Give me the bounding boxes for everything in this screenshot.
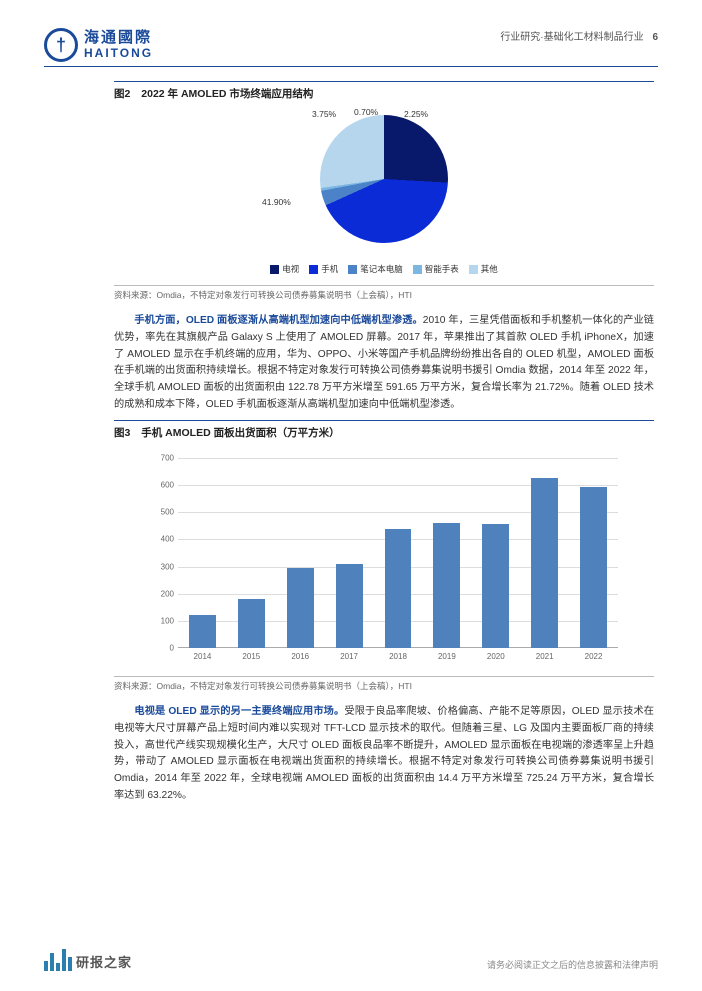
page-footer: 研报之家 请务必阅读正文之后的信息披露和法律声明 xyxy=(0,949,702,971)
bar xyxy=(433,523,460,648)
legend-item: 手机 xyxy=(309,263,338,275)
paragraph-1: 手机方面，OLED 面板逐渐从高端机型加速向中低端机型渗透。2010 年，三星凭… xyxy=(114,313,654,414)
y-tick-label: 100 xyxy=(161,616,174,625)
legend-swatch xyxy=(469,265,478,274)
page-number: 6 xyxy=(652,32,658,43)
y-tick-label: 300 xyxy=(161,562,174,571)
footer-disclaimer: 请务必阅读正文之后的信息披露和法律声明 xyxy=(487,958,658,971)
paragraph-1-lead: 手机方面，OLED 面板逐渐从高端机型加速向中低端机型渗透。 xyxy=(134,315,422,326)
paragraph-2-body: 受限于良品率爬坡、价格偏高、产能不足等原因，OLED 显示技术在电视等大尺寸屏幕… xyxy=(114,706,654,801)
bar xyxy=(385,529,412,648)
x-tick-label: 2014 xyxy=(194,652,212,661)
page-header: † 海通國際 HAITONG 行业研究·基础化工材料制品行业 6 xyxy=(44,28,658,67)
paragraph-2: 电视是 OLED 显示的另一主要终端应用市场。受限于良品率爬坡、价格偏高、产能不… xyxy=(114,704,654,805)
bar xyxy=(482,524,509,648)
legend-swatch xyxy=(413,265,422,274)
logo-mark-icon: † xyxy=(44,28,78,62)
x-tick-label: 2018 xyxy=(389,652,407,661)
figure3-source: 资料来源：Omdia，不特定对象发行可转换公司债券募集说明书（上会稿），HTI xyxy=(114,676,654,692)
legend-item: 笔记本电脑 xyxy=(348,263,403,275)
x-tick-label: 2016 xyxy=(291,652,309,661)
figure2-label: 图2 xyxy=(114,88,130,100)
x-tick-label: 2021 xyxy=(536,652,554,661)
x-tick-label: 2017 xyxy=(340,652,358,661)
figure3-bar-chart: 0 100 200 300 400 500 600 700 2014 2015 2016 2017 2… xyxy=(144,450,624,670)
pie-callout-label: 2.25% xyxy=(404,109,428,119)
x-tick-label: 2022 xyxy=(585,652,603,661)
header-breadcrumb: 行业研究·基础化工材料制品行业 6 xyxy=(500,28,658,43)
figure2-title-bar: 图2 2022 年 AMOLED 市场终端应用结构 xyxy=(114,81,654,101)
footer-logo-text: 研报之家 xyxy=(76,952,132,971)
pie-callout-label: 3.75% xyxy=(312,109,336,119)
pie-callout-label: 0.70% xyxy=(354,107,378,117)
y-tick-label: 0 xyxy=(170,643,174,652)
paragraph-2-lead: 电视是 OLED 显示的另一主要终端应用市场。 xyxy=(134,706,344,717)
x-tick-label: 2019 xyxy=(438,652,456,661)
y-tick-label: 500 xyxy=(161,508,174,517)
legend-label: 手机 xyxy=(321,263,338,275)
figure3-title-bar: 图3 手机 AMOLED 面板出货面积（万平方米） xyxy=(114,420,654,440)
legend-item: 智能手表 xyxy=(413,263,459,275)
breadcrumb-text: 行业研究·基础化工材料制品行业 xyxy=(500,32,643,43)
footer-logo: 研报之家 xyxy=(44,949,132,971)
legend-swatch xyxy=(270,265,279,274)
figure3-label: 图3 xyxy=(114,427,130,439)
legend-swatch xyxy=(348,265,357,274)
legend-swatch xyxy=(309,265,318,274)
pie-callout-label: 41.90% xyxy=(262,197,291,207)
x-tick-label: 2015 xyxy=(242,652,260,661)
footer-logo-icon xyxy=(44,949,72,971)
figure3-title: 手机 AMOLED 面板出货面积（万平方米） xyxy=(141,427,339,439)
figure2-title: 2022 年 AMOLED 市场终端应用结构 xyxy=(141,88,313,100)
y-tick-label: 200 xyxy=(161,589,174,598)
bar xyxy=(336,564,363,648)
legend-label: 电视 xyxy=(282,263,299,275)
legend-label: 其他 xyxy=(481,263,498,275)
figure2-legend: 电视 手机 笔记本电脑 智能手表 其他 xyxy=(270,263,498,275)
bar xyxy=(287,568,314,648)
legend-item: 电视 xyxy=(270,263,299,275)
logo-text-cn: 海通國際 xyxy=(84,30,153,47)
legend-item: 其他 xyxy=(469,263,498,275)
brand-logo: † 海通國際 HAITONG xyxy=(44,28,153,62)
logo-text-en: HAITONG xyxy=(84,47,153,60)
legend-label: 笔记本电脑 xyxy=(360,263,403,275)
paragraph-1-body: 2010 年，三星凭借面板和手机整机一体化的产业链优势，率先在其旗舰产品 Gal… xyxy=(114,315,654,410)
legend-label: 智能手表 xyxy=(425,263,459,275)
bar xyxy=(238,599,265,648)
y-tick-label: 400 xyxy=(161,535,174,544)
y-tick-label: 700 xyxy=(161,453,174,462)
bar xyxy=(189,615,216,648)
figure2-source: 资料来源：Omdia，不特定对象发行可转换公司债券募集说明书（上会稿），HTI xyxy=(114,285,654,301)
figure2-pie-chart: 41.90% 3.75% 0.70% 2.25% 电视 手机 笔记本电脑 智能手表 其他 xyxy=(114,101,654,279)
x-tick-label: 2020 xyxy=(487,652,505,661)
bar xyxy=(531,478,558,648)
y-tick-label: 600 xyxy=(161,481,174,490)
bar xyxy=(580,487,607,648)
